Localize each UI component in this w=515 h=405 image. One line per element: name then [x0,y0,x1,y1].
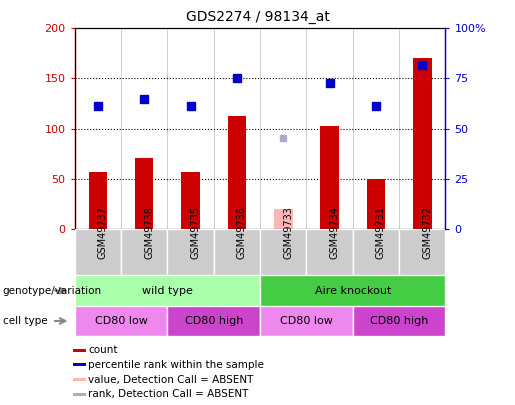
Bar [353,229,399,275]
Text: genotype/variation: genotype/variation [3,286,101,296]
Bar [214,229,260,275]
Bar [274,209,293,229]
Bar [135,158,153,229]
Text: GSM49737: GSM49737 [98,206,108,259]
Bar [167,229,214,275]
Text: GSM49733: GSM49733 [283,206,293,259]
Bar [75,275,260,306]
Bar [75,306,167,336]
Bar [73,363,86,366]
Bar [306,229,353,275]
Text: CD80 low: CD80 low [280,316,333,326]
Bar [228,115,246,229]
Text: CD80 low: CD80 low [95,316,147,326]
Bar [367,179,385,229]
Bar [73,349,86,352]
Text: count: count [89,345,118,355]
Bar [399,229,445,275]
Text: rank, Detection Call = ABSENT: rank, Detection Call = ABSENT [89,389,249,399]
Bar [121,229,167,275]
Bar [260,306,353,336]
Text: CD80 high: CD80 high [184,316,243,326]
Text: percentile rank within the sample: percentile rank within the sample [89,360,264,370]
Bar [73,378,86,381]
Bar [320,126,339,229]
Bar [167,306,260,336]
Bar [413,58,432,229]
Text: value, Detection Call = ABSENT: value, Detection Call = ABSENT [89,375,254,385]
Text: GSM49738: GSM49738 [144,206,154,259]
Text: GSM49736: GSM49736 [237,206,247,259]
Text: cell type: cell type [3,316,47,326]
Bar [89,172,107,229]
Text: GSM49735: GSM49735 [191,206,200,259]
Text: GSM49731: GSM49731 [376,206,386,259]
Text: GSM49734: GSM49734 [330,206,339,259]
Text: Aire knockout: Aire knockout [315,286,391,296]
Text: GDS2274 / 98134_at: GDS2274 / 98134_at [185,10,330,24]
Text: wild type: wild type [142,286,193,296]
Bar [181,172,200,229]
Bar [75,229,121,275]
Bar [73,393,86,396]
Text: CD80 high: CD80 high [370,316,428,326]
Bar [260,275,445,306]
Bar [353,306,445,336]
Bar [260,229,306,275]
Text: GSM49732: GSM49732 [422,206,432,259]
